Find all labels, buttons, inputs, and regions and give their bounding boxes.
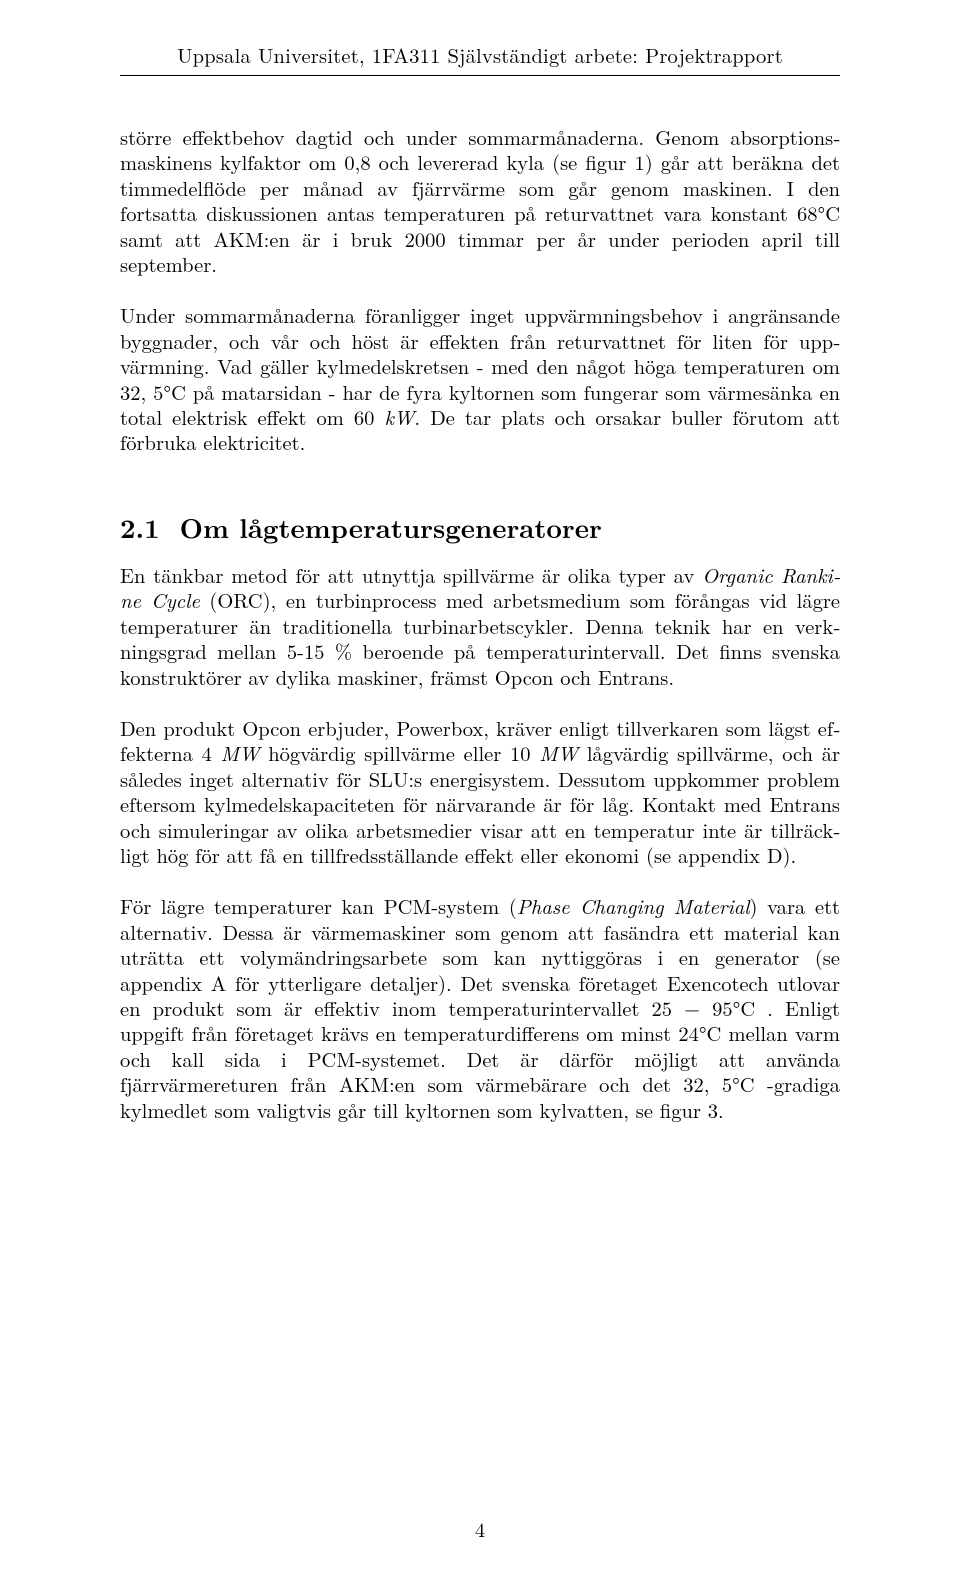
page: Uppsala Universitet, 1FA311 Självständig… [0, 0, 960, 1585]
paragraph-3: En tänkbar metod för att utnyttja spillv… [120, 562, 840, 689]
section-title: Om lågtemperatursgeneratorer [180, 507, 602, 546]
section-number: 2.1 [120, 507, 160, 546]
paragraph-4: Den produkt Opcon erbjuder, Powerbox, kr… [120, 715, 840, 867]
section-heading: 2.1 Om lågtemperatursgeneratorer [120, 507, 840, 546]
paragraph-2: Under sommarmånaderna föranligger inget … [120, 302, 840, 454]
page-header: Uppsala Universitet, 1FA311 Självständig… [120, 40, 840, 76]
paragraph-1: större effektbehov dagtid och under somm… [120, 124, 840, 276]
page-number: 4 [0, 1514, 960, 1543]
paragraph-5: För lägre temperaturer kan PCM-system (P… [120, 893, 840, 1122]
text: ) vara ett alternativ. Dessa är värmemas… [120, 891, 840, 1123]
unit-kw: kW [384, 402, 414, 431]
text: (ORC), en turbinprocess med arbetsmedium… [120, 585, 840, 690]
body-text: större effektbehov dagtid och under somm… [120, 124, 840, 1122]
